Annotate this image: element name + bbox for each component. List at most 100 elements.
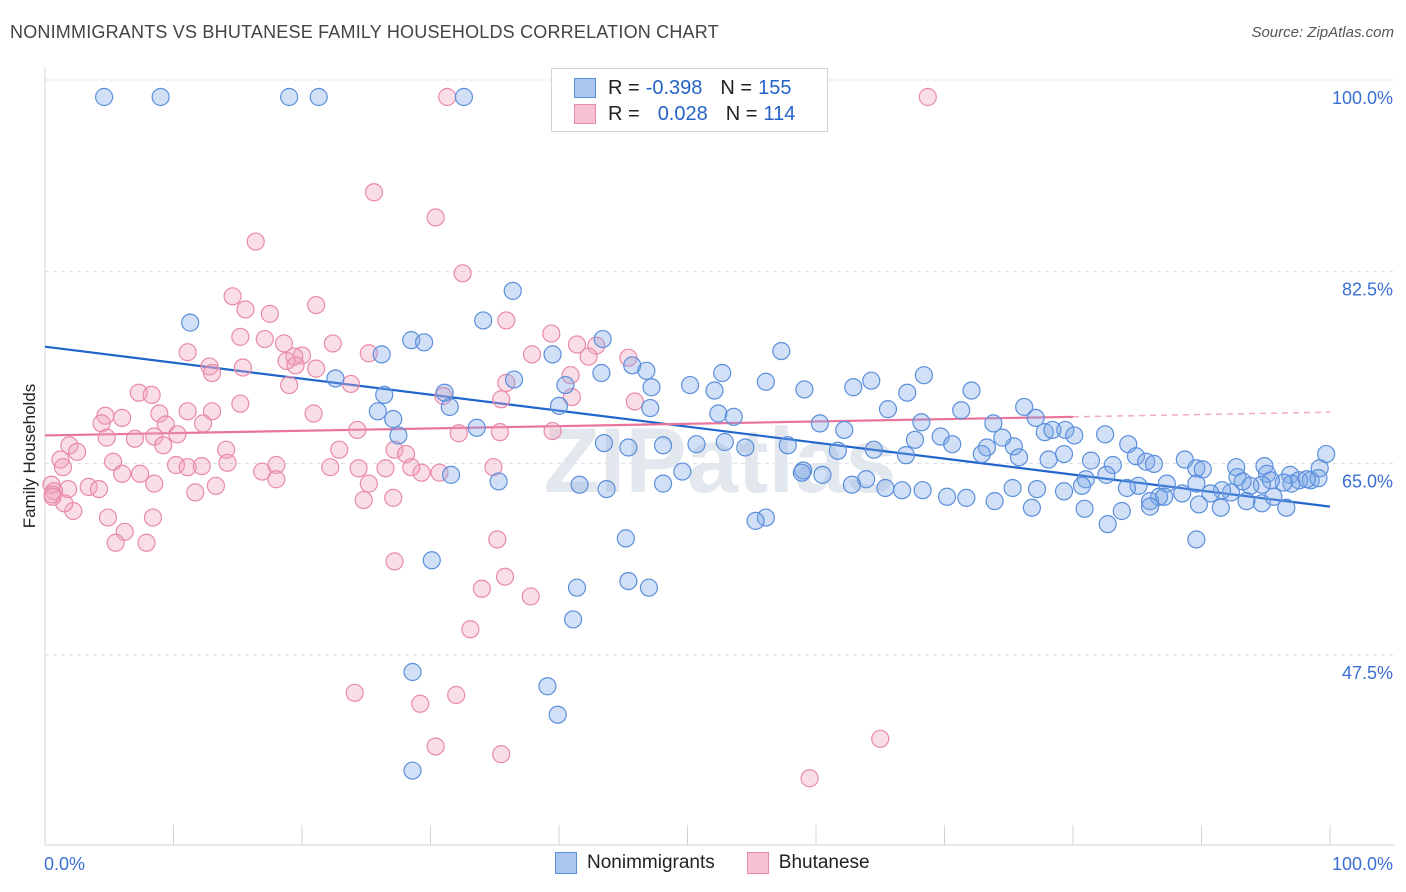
point-bhutanese	[130, 464, 150, 483]
point-bhutanese	[385, 552, 404, 571]
legend-item-nonimmigrants[interactable]: Nonimmigrants	[555, 852, 715, 874]
point-nonimmigrants	[1126, 447, 1146, 466]
point-bhutanese	[166, 455, 186, 475]
point-nonimmigrants	[1026, 408, 1045, 428]
point-bhutanese	[53, 458, 73, 477]
point-bhutanese	[193, 414, 213, 433]
point-nonimmigrants	[813, 465, 832, 484]
point-nonimmigrants	[414, 333, 434, 352]
point-bhutanese	[625, 392, 644, 411]
point-bhutanese	[521, 587, 540, 606]
point-nonimmigrants	[454, 87, 474, 107]
point-bhutanese	[426, 737, 445, 756]
point-bhutanese	[449, 424, 468, 443]
point-nonimmigrants	[844, 378, 863, 397]
point-nonimmigrants	[912, 413, 931, 432]
point-bhutanese	[274, 334, 294, 353]
y-tick-labels: 47.5% 65.0% 82.5% 100.0%	[1332, 88, 1393, 683]
legend-r-value: -0.398	[645, 76, 703, 99]
point-bhutanese	[354, 490, 373, 510]
point-nonimmigrants	[898, 383, 917, 402]
point-nonimmigrants	[181, 313, 200, 332]
x-tick-labels: 0.0% 100.0%	[44, 854, 1393, 874]
point-nonimmigrants	[878, 400, 898, 419]
point-nonimmigrants	[538, 677, 557, 696]
point-nonimmigrants	[1003, 478, 1022, 498]
point-nonimmigrants	[1187, 474, 1206, 493]
x-tick-label: 0.0%	[44, 854, 85, 874]
point-bhutanese	[233, 358, 252, 377]
point-nonimmigrants	[1096, 425, 1115, 444]
point-bhutanese	[453, 264, 472, 283]
legend-item-bhutanese[interactable]: Bhutanese	[746, 852, 870, 874]
point-nonimmigrants	[1173, 484, 1192, 503]
point-nonimmigrants	[326, 369, 345, 388]
point-nonimmigrants	[1144, 454, 1164, 474]
point-nonimmigrants	[896, 446, 916, 465]
legend-swatch-blue	[574, 78, 596, 98]
point-bhutanese	[359, 474, 378, 493]
point-nonimmigrants	[862, 371, 881, 390]
y-tick-label: 82.5%	[1342, 280, 1393, 300]
trendline-bhutanese-extension	[1072, 411, 1331, 418]
point-bhutanese	[461, 620, 480, 639]
point-nonimmigrants	[375, 385, 394, 405]
point-nonimmigrants	[642, 378, 661, 397]
point-bhutanese	[178, 458, 197, 477]
source-label: Source: ZipAtlas.com	[1251, 24, 1394, 41]
point-bhutanese	[106, 533, 125, 552]
point-bhutanese	[206, 476, 226, 495]
point-bhutanese	[267, 470, 286, 489]
point-bhutanese	[202, 363, 222, 383]
point-nonimmigrants	[892, 481, 912, 500]
point-bhutanese	[561, 366, 580, 385]
point-nonimmigrants	[1117, 478, 1137, 498]
point-nonimmigrants	[1054, 444, 1074, 464]
legend-n-value: 114	[763, 102, 796, 125]
point-nonimmigrants	[503, 281, 522, 300]
point-nonimmigrants	[795, 380, 814, 399]
point-bhutanese	[280, 375, 299, 395]
point-nonimmigrants	[440, 397, 459, 417]
legend-r-label: R =	[608, 102, 640, 125]
y-axis-label: Family Households	[20, 384, 39, 529]
point-bhutanese	[348, 420, 367, 440]
point-nonimmigrants	[1317, 444, 1336, 464]
point-nonimmigrants	[914, 366, 934, 385]
point-nonimmigrants	[1201, 484, 1220, 503]
point-nonimmigrants	[1009, 448, 1029, 467]
point-nonimmigrants	[489, 472, 508, 491]
point-nonimmigrants	[705, 381, 724, 400]
trendline-nonimmigrants	[44, 345, 1331, 508]
point-nonimmigrants	[943, 435, 962, 454]
point-nonimmigrants	[653, 436, 673, 455]
point-bhutanese	[260, 304, 279, 323]
point-bhutanese	[484, 458, 503, 477]
point-nonimmigrants	[937, 487, 957, 506]
point-bhutanese	[150, 404, 169, 423]
point-nonimmigrants	[95, 87, 114, 107]
point-bhutanese	[497, 311, 516, 330]
point-bhutanese	[277, 351, 296, 371]
legend-swatch-blue	[555, 852, 577, 874]
point-bhutanese	[236, 300, 255, 319]
point-nonimmigrants	[756, 508, 775, 527]
point-bhutanese	[192, 456, 211, 476]
point-bhutanese	[217, 440, 236, 459]
point-nonimmigrants	[543, 345, 562, 364]
point-bhutanese	[490, 423, 509, 442]
point-bhutanese	[231, 394, 250, 413]
point-bhutanese	[104, 452, 123, 471]
point-bhutanese	[411, 694, 430, 713]
legend-r-value: 0.028	[657, 102, 708, 125]
point-bhutanese	[137, 533, 156, 552]
point-nonimmigrants	[1264, 487, 1283, 506]
point-nonimmigrants	[435, 383, 454, 402]
point-nonimmigrants	[985, 492, 1004, 511]
point-nonimmigrants	[564, 610, 583, 629]
point-nonimmigrants	[422, 551, 441, 570]
point-bhutanese	[218, 453, 237, 472]
point-bhutanese	[495, 567, 515, 586]
point-nonimmigrants	[389, 426, 408, 445]
point-bhutanese	[143, 508, 163, 527]
